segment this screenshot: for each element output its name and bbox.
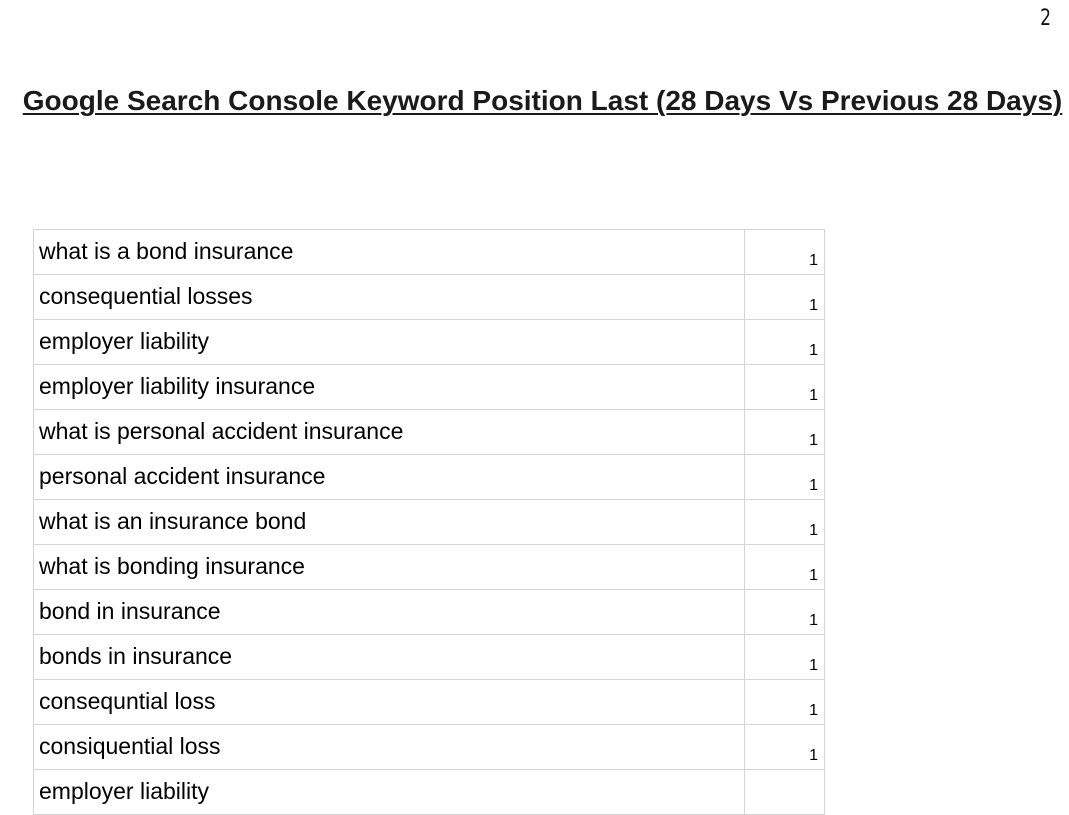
position-cell: 1 — [744, 499, 825, 545]
table-row: consequntial loss 1 — [33, 679, 825, 725]
table-row: bonds in insurance 1 — [33, 634, 825, 680]
keyword-cell: what is personal accident insurance — [33, 409, 745, 455]
table-row: employer liability 1 — [33, 319, 825, 365]
position-cell: 1 — [744, 724, 825, 770]
table-row: what is an insurance bond 1 — [33, 499, 825, 545]
position-cell: 1 — [744, 229, 825, 275]
keyword-cell: what is a bond insurance — [33, 229, 745, 275]
position-cell — [744, 769, 825, 815]
position-cell: 1 — [744, 319, 825, 365]
position-cell: 1 — [744, 544, 825, 590]
keyword-position-table: what is a bond insurance 1 consequential… — [33, 229, 825, 815]
position-cell: 1 — [744, 634, 825, 680]
keyword-cell: bonds in insurance — [33, 634, 745, 680]
table-row: employer liability — [33, 769, 825, 815]
position-cell: 1 — [744, 409, 825, 455]
keyword-cell: consequential losses — [33, 274, 745, 320]
position-cell: 1 — [744, 364, 825, 410]
keyword-cell: employer liability insurance — [33, 364, 745, 410]
table-row: what is bonding insurance 1 — [33, 544, 825, 590]
keyword-cell: what is bonding insurance — [33, 544, 745, 590]
table-row: employer liability insurance 1 — [33, 364, 825, 410]
table-row: personal accident insurance 1 — [33, 454, 825, 500]
keyword-cell: personal accident insurance — [33, 454, 745, 500]
table-row: consequential losses 1 — [33, 274, 825, 320]
keyword-cell: employer liability — [33, 319, 745, 365]
keyword-cell: what is an insurance bond — [33, 499, 745, 545]
position-cell: 1 — [744, 454, 825, 500]
position-cell: 1 — [744, 679, 825, 725]
position-cell: 1 — [744, 589, 825, 635]
page-number: 2 — [1040, 6, 1051, 31]
table-row: consiquential loss 1 — [33, 724, 825, 770]
position-cell: 1 — [744, 274, 825, 320]
keyword-cell: consiquential loss — [33, 724, 745, 770]
keyword-cell: employer liability — [33, 769, 745, 815]
page-title: Google Search Console Keyword Position L… — [22, 85, 1063, 116]
keyword-cell: consequntial loss — [33, 679, 745, 725]
keyword-cell: bond in insurance — [33, 589, 745, 635]
table-row: what is personal accident insurance 1 — [33, 409, 825, 455]
table-row: bond in insurance 1 — [33, 589, 825, 635]
table-row: what is a bond insurance 1 — [33, 229, 825, 275]
